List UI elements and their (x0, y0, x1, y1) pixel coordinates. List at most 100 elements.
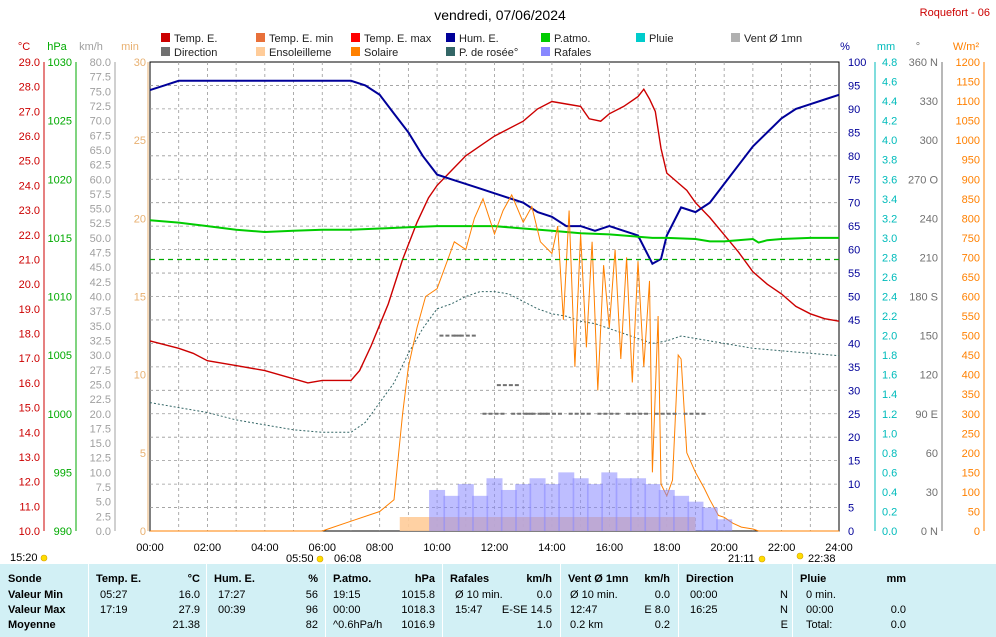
temp-tick: 13.0 (19, 452, 40, 464)
rain-tick: 4.6 (882, 77, 897, 89)
wind-tick: 75.0 (90, 86, 111, 98)
rain-tick: 4.4 (882, 96, 897, 108)
hum-tick: 35 (848, 362, 860, 374)
temp-tick: 14.0 (19, 427, 40, 439)
min-tick: 10 (134, 370, 146, 382)
wind-tick: 57.5 (90, 189, 111, 201)
stats-cell: 15:47 (455, 604, 483, 616)
time-tick: 04:00 (251, 542, 279, 554)
press-tick: 1020 (48, 174, 72, 186)
legend-swatch (446, 33, 455, 42)
stats-cell: 1.0 (536, 619, 552, 631)
axis-unit-label: ° (916, 41, 920, 53)
stats-separator (678, 564, 679, 637)
min-tick: 20 (134, 213, 146, 225)
axis-unit-label: % (840, 41, 850, 53)
temp-tick: 27.0 (19, 106, 40, 118)
wind-tick: 35.0 (90, 321, 111, 333)
wind-tick: 37.5 (90, 306, 111, 318)
dir-tick: 30 (926, 487, 938, 499)
min-tick: 25 (134, 135, 146, 147)
solar-tick: 1050 (956, 116, 980, 128)
wind-tick: 65.0 (90, 145, 111, 157)
stats-cell: Rafales (450, 573, 490, 585)
legend-swatch (256, 33, 265, 42)
stats-cell: hPa (414, 573, 435, 585)
rain-tick: 4.2 (882, 116, 897, 128)
hum-tick: 0 (848, 526, 854, 538)
dir-tick: 60 (926, 448, 938, 460)
axis-unit-label: km/h (79, 41, 103, 53)
time-tick: 10:00 (423, 542, 451, 554)
solar-tick: 250 (962, 428, 980, 440)
sun-icon (316, 555, 324, 563)
stats-cell: Temp. E. (96, 573, 142, 585)
wind-tick: 52.5 (90, 218, 111, 230)
solar-tick: 550 (962, 311, 980, 323)
stats-cell: 19:15 (333, 589, 361, 601)
stats-cell: 0.2 (654, 619, 670, 631)
min-tick: 30 (134, 57, 146, 69)
dir-tick: 330 (920, 96, 938, 108)
time-tick: 08:00 (366, 542, 394, 554)
wind-tick: 30.0 (90, 350, 111, 362)
stats-cell: 0 min. (806, 589, 836, 601)
rain-tick: 1.8 (882, 350, 897, 362)
temp-tick: 17.0 (19, 353, 40, 365)
hum-tick: 45 (848, 315, 860, 327)
legend-label: Rafales (554, 47, 592, 59)
rafales-bar (630, 478, 647, 531)
solar-tick: 300 (962, 409, 980, 421)
stats-cell: mm (886, 573, 906, 585)
time-tick: 12:00 (481, 542, 509, 554)
rafales-bar (529, 478, 546, 531)
rafales-bar (486, 478, 503, 531)
temp-tick: 11.0 (19, 501, 40, 513)
legend-label: Pluie (649, 33, 673, 45)
legend-label: Ensoleilleme (269, 47, 331, 59)
rafales-bar (687, 501, 704, 531)
hum-tick: 25 (848, 409, 860, 421)
chart-title: vendredi, 07/06/2024 (434, 7, 566, 23)
legend-label: Hum. E. (459, 33, 499, 45)
solar-tick: 150 (962, 467, 980, 479)
rafales-bar (457, 484, 474, 531)
hum-tick: 20 (848, 432, 860, 444)
stats-cell: Valeur Max (8, 604, 66, 616)
stats-cell: 56 (305, 589, 318, 601)
stats-separator (325, 564, 326, 637)
stats-cell: 0.0 (890, 619, 906, 631)
press-tick: 990 (54, 526, 72, 538)
axis-unit-label: W/m² (953, 41, 980, 53)
series-line-hum-e- (149, 79, 840, 266)
legend-swatch (731, 33, 740, 42)
rafales-bar (443, 495, 460, 531)
temp-tick: 12.0 (19, 477, 40, 489)
stats-panel: Sonde Temp. E. °C Hum. E.% P.atmo. hPa Rafales… (0, 564, 996, 637)
rafales-bar (601, 472, 618, 531)
rain-tick: 4.8 (882, 57, 897, 69)
wind-tick: 67.5 (90, 130, 111, 142)
axis-unit-label: mm (877, 41, 895, 53)
rain-tick: 1.2 (882, 409, 897, 421)
temp-tick: 15.0 (19, 403, 40, 415)
press-tick: 1005 (48, 350, 72, 362)
wind-tick: 47.5 (90, 248, 111, 260)
legend-label: Temp. E. (174, 33, 217, 45)
rafales-bar (716, 519, 733, 531)
stats-cell: 05:27 (100, 589, 128, 601)
wind-tick: 45.0 (90, 262, 111, 274)
dir-tick: 0 N (921, 526, 938, 538)
press-tick: 1015 (48, 233, 72, 245)
time-tick: 06:00 (308, 542, 336, 554)
series-line-p-de-ros-e- (149, 291, 840, 433)
grid (150, 62, 839, 531)
hum-tick: 70 (848, 198, 860, 210)
stats-cell: Moyenne (8, 619, 56, 631)
stats-cell: 17:27 (218, 589, 246, 601)
press-tick: 1025 (48, 116, 72, 128)
sun-times: 15:20 05:50 06:08 21:11 22:38 (10, 552, 836, 564)
dir-tick: 360 N (909, 57, 938, 69)
rafales-bar (658, 489, 675, 531)
temp-tick: 28.0 (19, 82, 40, 94)
